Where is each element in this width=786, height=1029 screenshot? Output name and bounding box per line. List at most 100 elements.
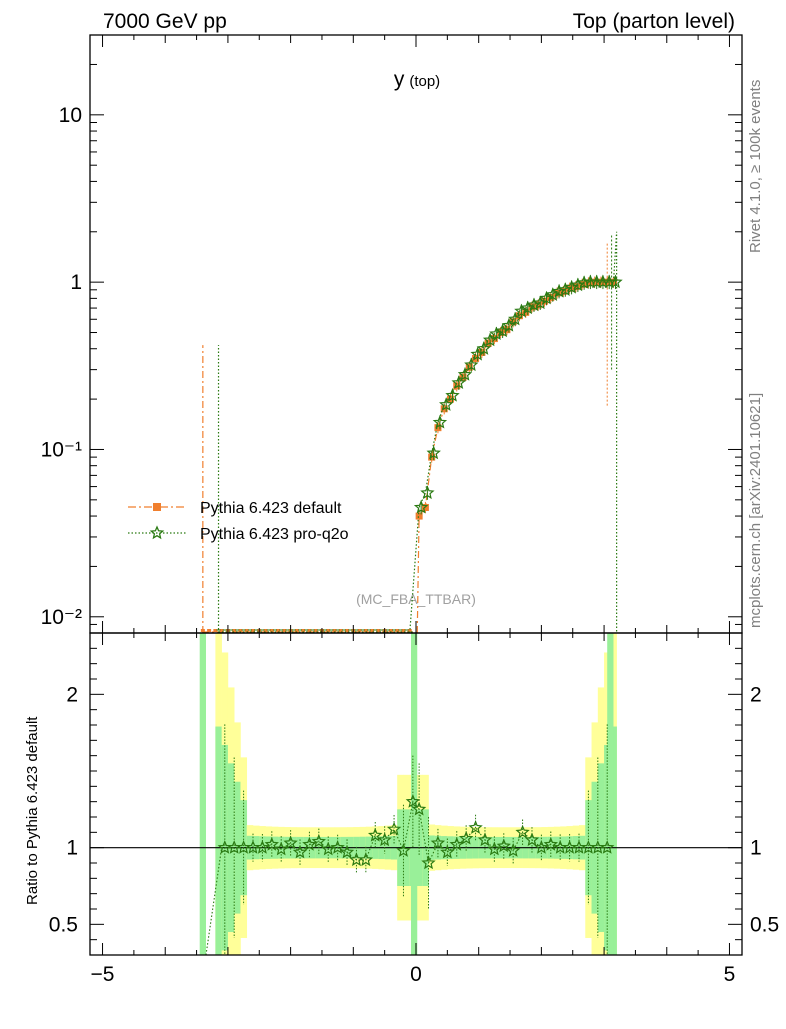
point-pro-q2o (539, 290, 554, 305)
side-label-mcplots: mcplots.cern.ch [arXiv:2401.10621] (747, 393, 764, 628)
ratio-point-pro-q2o (255, 840, 270, 854)
ratio-point-pro-q2o (377, 832, 392, 847)
series-pro-q2o (216, 231, 623, 634)
band-spike (199, 633, 206, 955)
y-tick-label-ratio: 0.5 (49, 913, 78, 936)
y-tick-label-main: 10⁻² (41, 606, 82, 629)
ratio-series-pro-q2o (205, 724, 615, 956)
point-pro-q2o (464, 357, 479, 372)
x-tick-label: 0 (410, 963, 422, 986)
ratio-point-pro-q2o (468, 820, 483, 834)
point-pro-q2o (457, 367, 473, 381)
ratio-point-pro-q2o (330, 840, 345, 854)
x-tick-label: 5 (724, 963, 736, 986)
ratio-point-pro-q2o (339, 844, 355, 859)
ratio-point-pro-q2o (264, 837, 279, 851)
y-tick-label-main: 10 (59, 104, 82, 127)
y-tick-label-ratio: 2 (66, 683, 78, 706)
point-default-floor (376, 629, 381, 632)
point-pro-q2o (413, 499, 429, 514)
ratio-point-pro-q2o (421, 855, 436, 870)
plot-title-main: y (394, 68, 405, 91)
ratio-point-pro-q2o (487, 841, 502, 856)
ratio-point-pro-q2o (506, 843, 521, 857)
ratio-line-pro-q2o (205, 800, 608, 956)
ratio-point-pro-q2o (496, 838, 511, 853)
ratio-point-pro-q2o (600, 840, 615, 854)
point-pro-q2o (451, 375, 467, 389)
ratio-point-pro-q2o (386, 821, 402, 836)
point-default-floor (232, 629, 237, 632)
axes: −5 0 5 10 1 10⁻¹ 10⁻² 0.5 0.5 1 1 2 2 (41, 34, 779, 986)
y-tick-label-ratio: 1 (66, 837, 78, 860)
point-pro-q2o (432, 414, 448, 429)
point-default-floor (282, 629, 287, 632)
point-pro-q2o (420, 485, 435, 500)
band-green (215, 726, 222, 955)
ratio-point-pro-q2o (477, 832, 493, 847)
y-tick-label-main: 10⁻¹ (41, 438, 82, 461)
point-default (465, 363, 473, 371)
legend-marker-default (153, 503, 161, 511)
legend-marker-pro-q2o (149, 525, 165, 540)
header-left: 7000 GeV pp (103, 10, 227, 33)
ratio-point-pro-q2o (524, 832, 540, 847)
point-pro-q2o (558, 282, 573, 296)
point-default-floor (313, 629, 318, 632)
point-pro-q2o (439, 397, 454, 411)
ratio-point-pro-q2o (543, 837, 558, 851)
point-default-floor (219, 629, 224, 632)
point-default-floor (363, 629, 368, 632)
point-default-floor (395, 629, 400, 632)
ratio-point-pro-q2o (358, 852, 374, 867)
legend-entry-default: Pythia 6.423 default (128, 500, 342, 517)
point-default-floor (338, 629, 343, 632)
point-default-floor (401, 629, 406, 632)
point-default-floor (213, 629, 218, 632)
point-pro-q2o (551, 283, 567, 298)
point-default-floor (357, 629, 362, 632)
point-pro-q2o (508, 311, 523, 326)
ratio-point-pro-q2o (534, 840, 549, 854)
y-tick-label-ratio-right: 1 (750, 837, 762, 860)
x-tick-label: −5 (91, 963, 115, 986)
legend-entry-pro-q2o: Pythia 6.423 pro-q2o (128, 525, 349, 543)
point-pro-q2o (564, 279, 579, 294)
band-green (610, 726, 617, 955)
ratio-point-pro-q2o (302, 837, 317, 851)
ratio-point-pro-q2o (449, 837, 465, 851)
ratio-ylabel: Ratio to Pythia 6.423 default (24, 716, 41, 905)
analysis-watermark: (MC_FBA_TTBAR) (356, 591, 476, 607)
ratio-panel (90, 633, 742, 956)
point-default-floor (276, 629, 281, 632)
point-default (509, 318, 517, 326)
point-pro-q2o (489, 326, 504, 341)
ratio-point-pro-q2o (292, 844, 308, 859)
point-default (415, 512, 423, 520)
legend-label-default: Pythia 6.423 default (200, 500, 342, 517)
point-default (434, 424, 442, 432)
ratio-point-pro-q2o (320, 841, 336, 856)
point-pro-q2o (545, 287, 560, 301)
main-panel (200, 231, 623, 634)
point-default-floor (388, 629, 393, 632)
ratio-point-pro-q2o (311, 833, 326, 848)
plot-title-sub: (top) (409, 73, 440, 90)
point-default (453, 382, 461, 390)
point-default-floor (207, 629, 212, 632)
point-pro-q2o (426, 445, 441, 460)
ratio-point-pro-q2o (274, 841, 289, 856)
point-default-floor (200, 629, 205, 632)
point-pro-q2o (445, 388, 460, 402)
point-default-floor (307, 629, 312, 632)
point-default-floor (301, 629, 306, 632)
ratio-point-pro-q2o (440, 844, 455, 859)
legend: Pythia 6.423 default Pythia 6.423 pro-q2… (128, 500, 349, 543)
point-pro-q2o (520, 300, 535, 315)
point-default-floor (332, 629, 337, 632)
legend-label-pro-q2o: Pythia 6.423 pro-q2o (200, 526, 349, 543)
point-pro-q2o (526, 297, 542, 312)
y-tick-label-main: 1 (70, 271, 82, 294)
point-default-floor (294, 629, 299, 632)
